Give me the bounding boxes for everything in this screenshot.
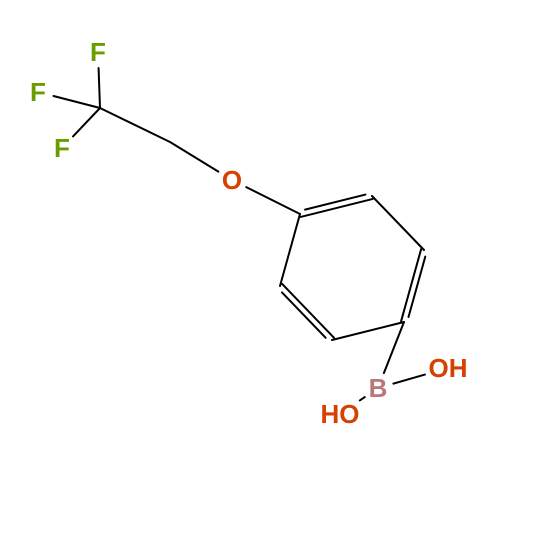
bond (100, 108, 170, 142)
bond (170, 142, 218, 172)
atom-label-b: B (369, 373, 388, 403)
atom-label-f: F (90, 37, 106, 67)
bond (53, 96, 100, 108)
atom-label-f: F (54, 133, 70, 163)
bond (246, 187, 300, 214)
bond (372, 196, 424, 250)
atom-label-o: O (222, 165, 242, 195)
bond (282, 292, 326, 337)
bond (99, 68, 100, 108)
atom-label-ho: HO (321, 399, 360, 429)
bond (384, 322, 404, 373)
bond (73, 108, 100, 136)
atom-label-f: F (30, 77, 46, 107)
bond (280, 214, 300, 286)
bond (393, 375, 425, 384)
bond (332, 322, 404, 340)
bond (282, 284, 334, 338)
bond (360, 397, 365, 400)
molecule-canvas: FFFOBOHHO (0, 0, 533, 533)
atom-label-oh: OH (429, 353, 468, 383)
